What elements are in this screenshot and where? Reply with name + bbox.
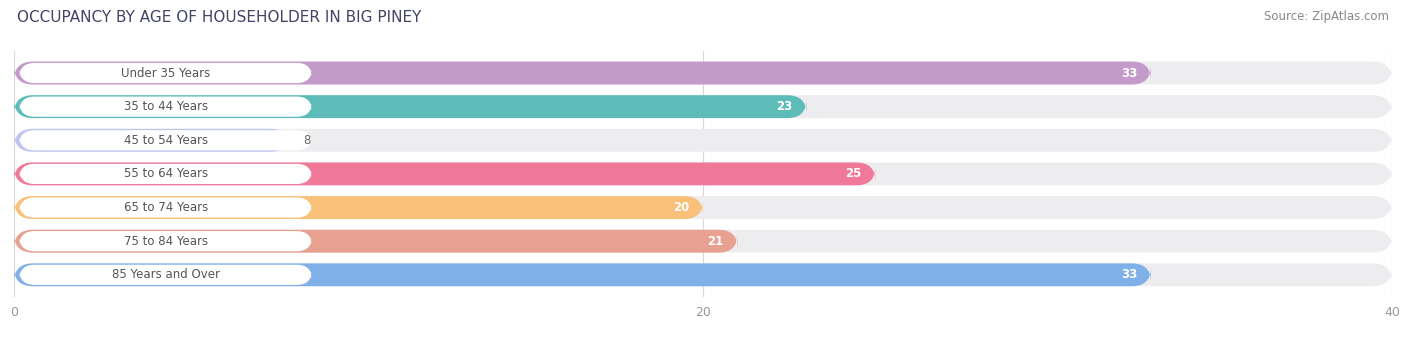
FancyBboxPatch shape [20, 265, 312, 285]
FancyBboxPatch shape [14, 162, 875, 186]
FancyBboxPatch shape [14, 196, 703, 219]
FancyBboxPatch shape [14, 129, 1392, 152]
Text: 20: 20 [673, 201, 689, 214]
FancyBboxPatch shape [14, 263, 1152, 286]
FancyBboxPatch shape [14, 230, 1392, 253]
FancyBboxPatch shape [14, 263, 1392, 286]
FancyBboxPatch shape [14, 196, 1392, 219]
Text: 33: 33 [1121, 66, 1137, 79]
Text: 55 to 64 Years: 55 to 64 Years [124, 167, 208, 180]
Text: 23: 23 [776, 100, 793, 113]
FancyBboxPatch shape [14, 62, 1152, 85]
Text: 21: 21 [707, 235, 724, 248]
FancyBboxPatch shape [14, 95, 807, 118]
FancyBboxPatch shape [20, 197, 312, 218]
Text: OCCUPANCY BY AGE OF HOUSEHOLDER IN BIG PINEY: OCCUPANCY BY AGE OF HOUSEHOLDER IN BIG P… [17, 10, 422, 25]
FancyBboxPatch shape [14, 162, 1392, 186]
Text: 65 to 74 Years: 65 to 74 Years [124, 201, 208, 214]
FancyBboxPatch shape [20, 164, 312, 184]
Text: 45 to 54 Years: 45 to 54 Years [124, 134, 208, 147]
Text: 25: 25 [845, 167, 862, 180]
Text: 35 to 44 Years: 35 to 44 Years [124, 100, 208, 113]
FancyBboxPatch shape [20, 97, 312, 117]
FancyBboxPatch shape [14, 230, 738, 253]
FancyBboxPatch shape [20, 130, 312, 150]
FancyBboxPatch shape [20, 231, 312, 251]
Text: 8: 8 [304, 134, 311, 147]
Text: 85 Years and Over: 85 Years and Over [111, 268, 219, 281]
Text: Source: ZipAtlas.com: Source: ZipAtlas.com [1264, 10, 1389, 23]
FancyBboxPatch shape [20, 63, 312, 83]
FancyBboxPatch shape [14, 95, 1392, 118]
FancyBboxPatch shape [14, 129, 290, 152]
Text: 75 to 84 Years: 75 to 84 Years [124, 235, 208, 248]
FancyBboxPatch shape [14, 62, 1392, 85]
Text: 33: 33 [1121, 268, 1137, 281]
Text: Under 35 Years: Under 35 Years [121, 66, 211, 79]
